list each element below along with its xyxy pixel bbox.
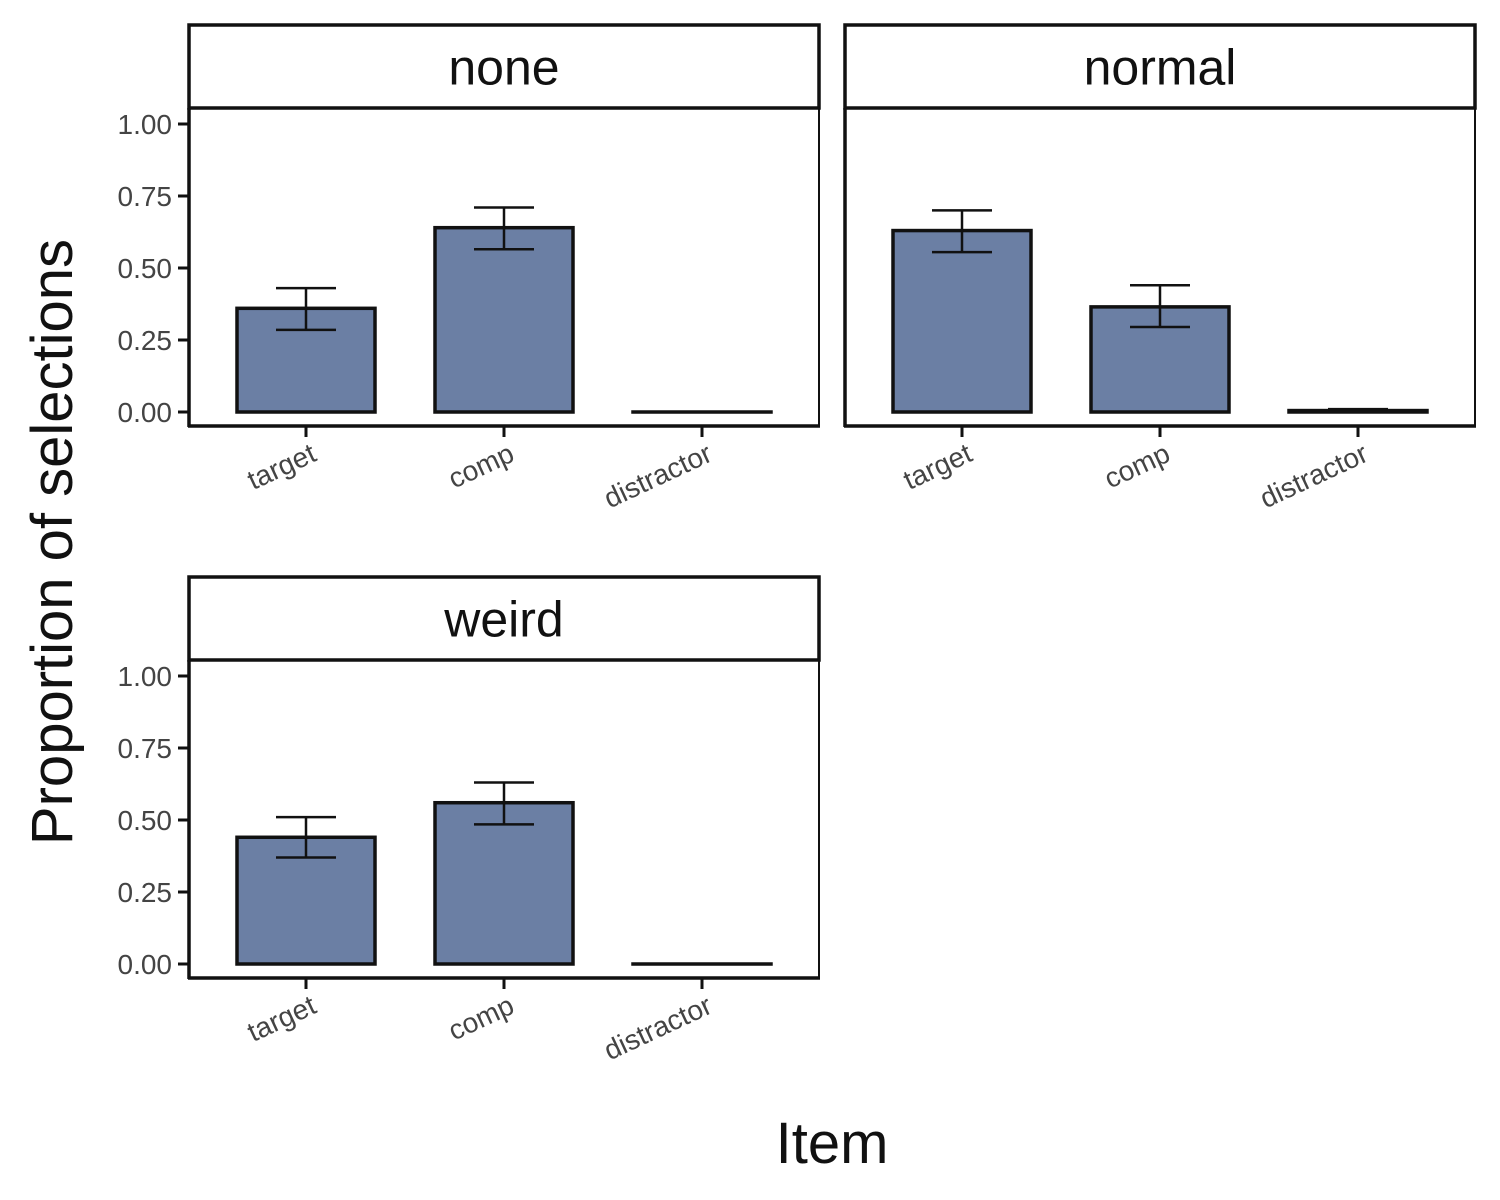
- y-tick-label: 0.75: [118, 733, 173, 764]
- error-bar-comp: [1130, 284, 1190, 329]
- x-tick-label-comp: comp: [443, 437, 518, 494]
- y-tick-label: 0.50: [118, 253, 173, 284]
- x-tick-label-distractor: distractor: [599, 437, 716, 514]
- facet-strip-label: normal: [1084, 40, 1237, 96]
- y-tick-label: 1.00: [118, 109, 173, 140]
- x-tick-label-target: target: [243, 989, 321, 1047]
- error-bar-target: [932, 209, 992, 254]
- error-bar-target: [276, 286, 336, 332]
- y-tick-label: 1.00: [118, 661, 173, 692]
- error-bar-distractor: [1328, 407, 1388, 414]
- facet-strip-label: none: [448, 40, 559, 96]
- facet-strip: [187, 23, 821, 110]
- panel-normal: normal target comp distractor: [843, 23, 1477, 514]
- facet-strip: [187, 575, 821, 662]
- y-tick-label: 0.00: [118, 397, 173, 428]
- bar-comp: [433, 800, 575, 966]
- x-axis-title: Item: [776, 1111, 889, 1176]
- y-tick-label: 0.25: [118, 877, 173, 908]
- x-tick-label-distractor: distractor: [599, 989, 716, 1066]
- x-tick-label-comp: comp: [443, 989, 518, 1046]
- error-bar-target: [276, 815, 336, 859]
- panel-weird: weird 0.00 0.25 0.50 0.75 1.00 target comp distr…: [118, 575, 821, 1066]
- x-tick-label-distractor: distractor: [1255, 437, 1372, 514]
- bar-target: [891, 228, 1033, 414]
- x-tick-label-target: target: [243, 437, 321, 495]
- x-tick-label-target: target: [899, 437, 977, 495]
- panels-layer: none 0.00 0.25 0.50 0.75 1.00 target comp distra…: [118, 23, 1477, 1066]
- panel-none: none 0.00 0.25 0.50 0.75 1.00 target comp distra…: [118, 23, 821, 514]
- error-bar-comp: [474, 781, 534, 826]
- y-tick-label: 0.50: [118, 805, 173, 836]
- y-tick-label: 0.25: [118, 325, 173, 356]
- facet-strip-label: weird: [443, 592, 563, 648]
- y-axis-title: Proportion of selections: [20, 239, 85, 845]
- bar-comp: [433, 225, 575, 414]
- x-tick-label-comp: comp: [1099, 437, 1174, 494]
- y-tick-label: 0.00: [118, 949, 173, 980]
- error-bar-comp: [474, 206, 534, 251]
- y-tick-label: 0.75: [118, 181, 173, 212]
